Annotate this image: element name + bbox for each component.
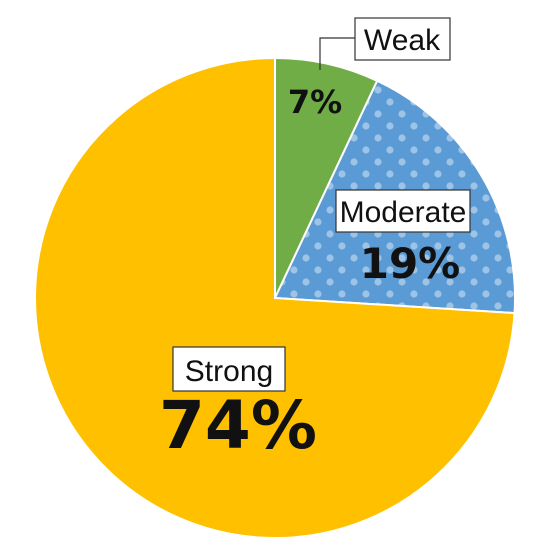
category-label-weak: Weak: [364, 24, 441, 57]
percent-label-weak: 7%: [288, 83, 342, 121]
leader-line-weak: [319, 37, 355, 70]
pie-slice-weak: [274, 56, 379, 299]
percent-label-strong: 74%: [159, 387, 317, 464]
percent-label-moderate: 19%: [360, 239, 461, 288]
category-label-strong: Strong: [185, 355, 273, 388]
pie-slices: [34, 56, 516, 539]
category-label-moderate: Moderate: [340, 196, 467, 229]
category-label-box-strong: [172, 346, 286, 392]
category-label-box-moderate: [335, 189, 471, 233]
pie-slice-strong: [34, 56, 516, 539]
category-label-box-weak: [354, 17, 451, 61]
